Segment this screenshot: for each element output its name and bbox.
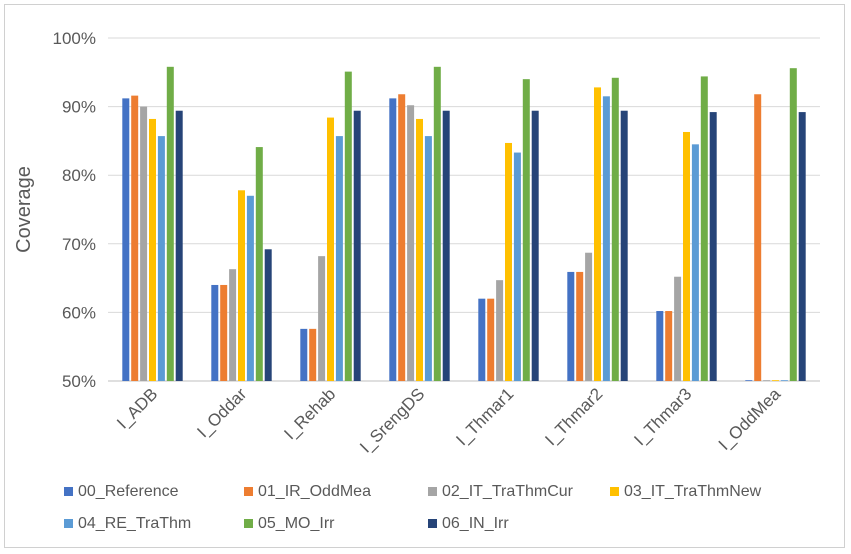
legend-item: 06_IN_Irr [428, 515, 509, 532]
bar-05_MO_Irr-I_Thmar1 [522, 79, 530, 381]
x-tick-labels: I_ADB I_Oddar I_Rehab I_SrengDS I_Thmar1 I_Th… [113, 384, 785, 457]
legend-item: 04_RE_TraThm [64, 515, 191, 532]
legend-swatch [610, 487, 619, 496]
bar-00_Reference-I_ADB [122, 98, 130, 382]
legend-item: 00_Reference [64, 483, 179, 500]
y-tick-label: 80% [62, 166, 96, 185]
x-tick-label: I_OddMea [715, 384, 785, 454]
bar-06_IN_Irr-I_ADB [175, 110, 183, 381]
x-tick-label: I_SrengDS [356, 384, 428, 456]
bar-02_IT_TraThmCur-I_Thmar1 [496, 280, 504, 381]
x-tick-label: I_Rehab [280, 384, 339, 443]
bar-05_MO_Irr-I_SrengDS [433, 66, 441, 381]
bar-03_IT_TraThmNew-I_Thmar3 [683, 131, 690, 381]
bar-06_IN_Irr-I_Thmar2 [620, 110, 628, 381]
bar-04_RE_TraThm-I_Thmar3 [691, 144, 699, 381]
bar-04_RE_TraThm-I_SrengDS [424, 136, 432, 381]
bar-06_IN_Irr-I_SrengDS [442, 110, 450, 381]
bars [122, 66, 806, 382]
bar-04_RE_TraThm-I_Oddar [246, 195, 254, 381]
bar-00_Reference-I_Thmar1 [478, 298, 486, 381]
bar-00_Reference-I_SrengDS [389, 98, 397, 382]
bar-00_Reference-I_Thmar2 [567, 271, 575, 381]
x-tick-label: I_Thmar1 [452, 384, 517, 449]
x-tick-label: I_Thmar2 [541, 384, 606, 449]
legend-label: 03_IT_TraThmNew [624, 483, 762, 500]
bar-02_IT_TraThmCur-I_Oddar [229, 269, 237, 381]
bar-06_IN_Irr-I_Oddar [264, 249, 272, 381]
y-tick-label: 100% [53, 29, 96, 48]
x-tick-label: I_ADB [113, 384, 161, 432]
y-axis-label: Coverage [13, 166, 35, 253]
bar-00_Reference-I_OddMea [745, 380, 753, 381]
legend-item: 01_IR_OddMea [244, 483, 371, 500]
legend-swatch [244, 519, 253, 528]
bar-05_MO_Irr-I_Thmar3 [700, 76, 708, 381]
bar-04_RE_TraThm-I_Thmar1 [513, 152, 521, 381]
legend-swatch [64, 519, 73, 528]
y-tick-label: 90% [62, 98, 96, 117]
bar-01_IR_OddMea-I_Rehab [309, 328, 317, 381]
bar-03_IT_TraThmNew-I_OddMea [772, 380, 779, 381]
y-tick-labels: 50% 60% 70% 80% 90% 100% [53, 29, 96, 391]
bar-04_RE_TraThm-I_Thmar2 [602, 96, 610, 381]
bar-05_MO_Irr-I_OddMea [789, 68, 797, 382]
bar-06_IN_Irr-I_Rehab [353, 110, 361, 381]
legend-label: 04_RE_TraThm [78, 515, 191, 532]
legend-item: 02_IT_TraThmCur [428, 483, 574, 500]
bar-00_Reference-I_Oddar [211, 284, 219, 381]
y-tick-label: 60% [62, 303, 96, 322]
bar-03_IT_TraThmNew-I_Thmar2 [594, 87, 601, 381]
y-tick-label: 50% [62, 372, 96, 391]
bar-00_Reference-I_Thmar3 [656, 311, 664, 381]
bar-03_IT_TraThmNew-I_Rehab [327, 117, 334, 382]
legend-swatch [244, 487, 253, 496]
bar-03_IT_TraThmNew-I_SrengDS [416, 118, 423, 381]
bar-01_IR_OddMea-I_Thmar1 [487, 298, 495, 381]
bar-04_RE_TraThm-I_ADB [157, 136, 165, 381]
legend-swatch [64, 487, 73, 496]
bar-03_IT_TraThmNew-I_ADB [149, 118, 156, 381]
bar-06_IN_Irr-I_Thmar3 [709, 112, 717, 381]
bar-01_IR_OddMea-I_OddMea [754, 94, 762, 381]
bar-06_IN_Irr-I_OddMea [798, 112, 806, 381]
bar-03_IT_TraThmNew-I_Thmar1 [505, 142, 512, 381]
legend-swatch [428, 519, 437, 528]
bar-04_RE_TraThm-I_Rehab [335, 136, 343, 381]
bar-01_IR_OddMea-I_Thmar3 [665, 311, 673, 381]
legend-item: 03_IT_TraThmNew [610, 483, 762, 500]
bar-05_MO_Irr-I_Thmar2 [611, 77, 619, 382]
bar-01_IR_OddMea-I_ADB [131, 95, 139, 382]
bar-01_IR_OddMea-I_Oddar [220, 284, 228, 381]
bar-04_RE_TraThm-I_OddMea [780, 380, 788, 381]
legend-swatch [428, 487, 437, 496]
bar-05_MO_Irr-I_ADB [166, 66, 174, 381]
bar-00_Reference-I_Rehab [300, 328, 308, 381]
bar-02_IT_TraThmCur-I_OddMea [763, 380, 771, 381]
bar-01_IR_OddMea-I_Thmar2 [576, 271, 584, 381]
legend: 00_Reference 01_IR_OddMea 02_IT_TraThmCur 0… [64, 483, 762, 532]
legend-label: 02_IT_TraThmCur [442, 483, 574, 500]
legend-label: 00_Reference [78, 483, 179, 500]
bar-01_IR_OddMea-I_SrengDS [398, 94, 406, 381]
bar-02_IT_TraThmCur-I_ADB [140, 106, 148, 381]
x-tick-label: I_Thmar3 [630, 384, 695, 449]
x-tick-label: I_Oddar [193, 384, 250, 441]
y-tick-label: 70% [62, 235, 96, 254]
bar-03_IT_TraThmNew-I_Oddar [238, 190, 245, 381]
legend-label: 06_IN_Irr [442, 515, 509, 532]
bar-05_MO_Irr-I_Oddar [255, 147, 263, 381]
bar-02_IT_TraThmCur-I_Rehab [318, 256, 326, 381]
bar-05_MO_Irr-I_Rehab [344, 71, 352, 381]
legend-label: 01_IR_OddMea [258, 483, 371, 500]
bar-02_IT_TraThmCur-I_Thmar3 [674, 276, 682, 381]
legend-label: 05_MO_Irr [258, 515, 335, 532]
legend-item: 05_MO_Irr [244, 515, 335, 532]
bar-02_IT_TraThmCur-I_Thmar2 [585, 252, 593, 381]
bar-06_IN_Irr-I_Thmar1 [531, 110, 539, 381]
bar-02_IT_TraThmCur-I_SrengDS [407, 105, 415, 381]
